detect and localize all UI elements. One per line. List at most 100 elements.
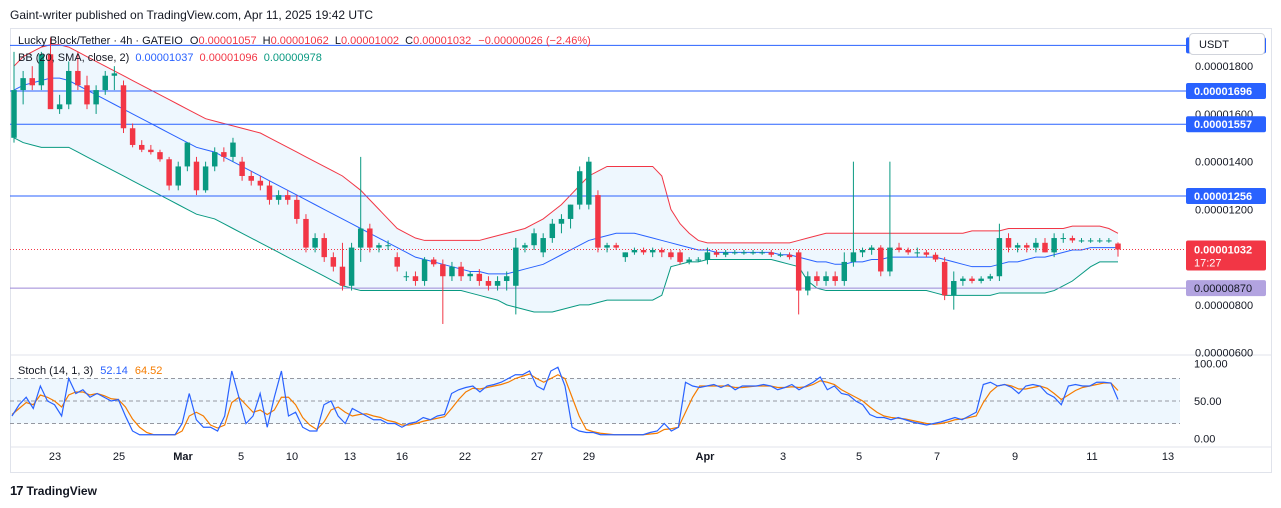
support-badge: [1186, 280, 1266, 297]
candle-body: [741, 252, 747, 254]
price-tick-label: 0.00001400: [1195, 157, 1253, 169]
candle-body: [586, 161, 592, 205]
candle-body: [38, 54, 45, 86]
candle-body: [111, 73, 118, 76]
candle-body: [1005, 238, 1012, 248]
candle-body: [969, 278, 975, 282]
candle-body: [786, 254, 793, 258]
close-value: 0.00001032: [413, 35, 472, 47]
time-axis-label: 10: [286, 451, 298, 463]
candle-body: [1069, 238, 1076, 241]
bb-upper-line: [13, 44, 1119, 244]
stoch-legend: Stoch (14, 1, 3) 52.14 64.52: [18, 365, 162, 377]
high-label: H: [262, 35, 271, 47]
bb-lower-value: 0.00000978: [263, 52, 322, 64]
level-badge-label: 0.00001557: [1194, 119, 1252, 131]
currency-button[interactable]: USDT: [1189, 33, 1265, 55]
candle-body: [376, 245, 382, 248]
publisher-line: Gaint-writer published on TradingView.co…: [10, 8, 374, 22]
close-label: C: [405, 35, 414, 47]
candle-body: [266, 185, 273, 200]
candle-body: [941, 261, 948, 296]
candle-body: [604, 245, 610, 248]
bb-band-fill: [14, 44, 1118, 313]
candle-body: [84, 85, 90, 105]
time-axis-label: 27: [531, 451, 543, 463]
candle-body: [622, 252, 629, 258]
candle-body: [850, 252, 857, 262]
candle-body: [357, 228, 364, 248]
candle-body: [412, 276, 419, 282]
level-badge-label: 0.00001256: [1194, 191, 1252, 203]
candle-body: [887, 247, 893, 272]
price-tick-label: 0.00000800: [1195, 300, 1253, 312]
candle-body: [832, 276, 838, 282]
time-axis-label: 11: [1086, 451, 1097, 463]
time-axis-label: 5: [856, 451, 862, 463]
candle-body: [47, 54, 54, 110]
candle-body: [631, 249, 638, 253]
candle-body: [175, 166, 181, 186]
candle-body: [20, 78, 26, 91]
time-axis-label: 25: [113, 451, 125, 463]
candle-body: [1106, 240, 1112, 242]
candle-body: [549, 223, 556, 239]
candle-body: [284, 195, 291, 200]
candle-body: [531, 233, 537, 246]
support-badge-label: 0.00000870: [1194, 283, 1252, 295]
candle-body: [1042, 242, 1048, 253]
candle-body: [668, 252, 674, 258]
tradingview-brand[interactable]: 17 TradingView: [10, 483, 97, 498]
candle-body: [11, 90, 17, 138]
candle-body: [777, 254, 784, 256]
candle-body: [558, 218, 565, 224]
stoch-label[interactable]: Stoch (14, 1, 3): [18, 365, 94, 377]
candle-body: [859, 249, 866, 253]
candle-body: [1051, 238, 1057, 253]
candle-body: [458, 266, 464, 277]
candle-body: [841, 261, 848, 282]
chart-frame: [10, 28, 1272, 473]
bb-label[interactable]: BB (20, SMA, close, 2): [18, 52, 130, 64]
candle-body: [1115, 243, 1121, 250]
candle-body: [759, 252, 765, 254]
candle-body: [211, 152, 218, 167]
stoch-tick-label: 0.00: [1194, 434, 1215, 446]
current-price-badge: [1186, 240, 1266, 271]
candle-body: [56, 104, 63, 110]
candle-body: [430, 259, 437, 265]
stoch-tick-label: 50.00: [1194, 396, 1222, 408]
candle-body: [102, 75, 108, 91]
candle-body: [732, 252, 738, 254]
candle-body: [348, 247, 355, 286]
candle-body: [494, 281, 501, 286]
candle-body: [540, 238, 546, 253]
ohlc-legend: Lucky Block/Tether · 4h · GATEIO O0.0000…: [18, 35, 591, 47]
candle-body: [823, 276, 829, 282]
candle-body: [595, 195, 601, 248]
high-value: 0.00001062: [270, 35, 329, 47]
candle-body: [768, 252, 775, 255]
stoch-k-value: 52.14: [100, 365, 128, 377]
candle-body: [1033, 242, 1039, 248]
symbol-label[interactable]: Lucky Block/Tether · 4h · GATEIO: [18, 35, 183, 47]
candle-body: [640, 249, 647, 253]
candle-body: [677, 252, 683, 262]
candle-body: [148, 149, 154, 153]
time-axis-label: 29: [583, 451, 595, 463]
candle-body: [248, 175, 254, 181]
candle-body: [485, 281, 492, 286]
candle-body: [476, 273, 483, 282]
candle-body: [184, 142, 191, 167]
candle-body: [202, 166, 209, 191]
candle-body: [403, 276, 410, 278]
candle-body: [385, 245, 391, 247]
open-value: 0.00001057: [198, 35, 257, 47]
candle-body: [905, 249, 911, 253]
candle-body: [878, 247, 884, 272]
price-tick-label: 0.00000600: [1195, 348, 1253, 360]
candle-body: [157, 152, 163, 160]
stoch-k-line: [11, 366, 1119, 436]
candle-body: [294, 199, 300, 219]
